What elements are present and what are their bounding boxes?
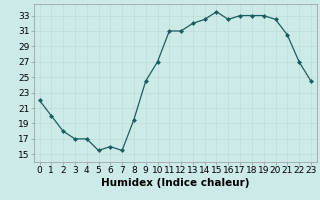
- X-axis label: Humidex (Indice chaleur): Humidex (Indice chaleur): [101, 178, 250, 188]
